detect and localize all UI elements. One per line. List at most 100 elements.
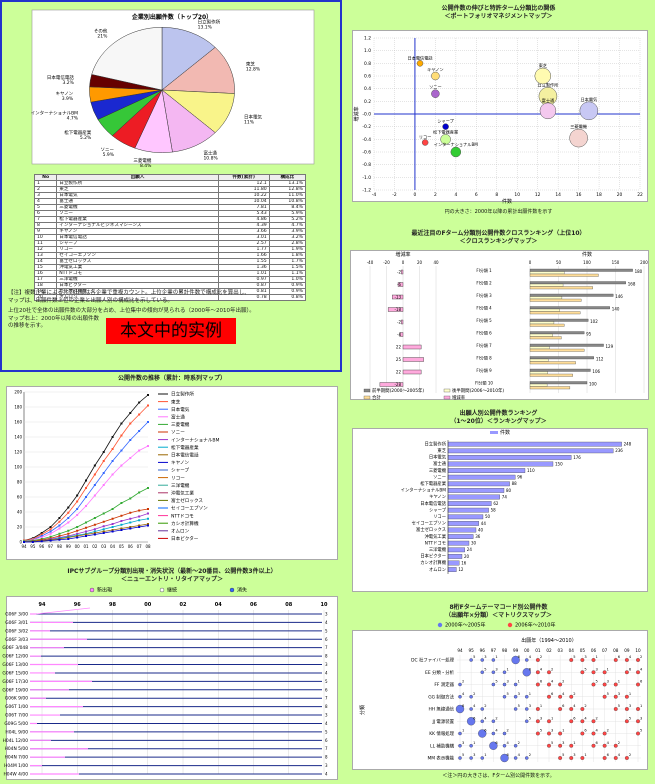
legend-marker [90,588,94,592]
matrix-value: 5 [473,655,475,659]
first-half-bar [530,284,563,287]
increase-value: -13 [394,295,401,300]
series-point [85,522,87,524]
increase-bar [403,345,421,349]
legend-label: 件数 [500,429,510,436]
row-count: 7 [325,746,328,751]
x-tick-label: 08 [145,544,151,549]
legend-label: 継続 [167,587,177,594]
rank-value: 88 [512,481,518,486]
legend-label: 2000年〜2005年 [445,622,485,629]
rank-bar [448,482,510,486]
pie-value: 5.2% [80,135,92,141]
series-point [129,518,131,520]
series-point [147,421,149,423]
matrix-value: 3 [562,741,564,745]
matrix-value: 2 [495,716,497,720]
rank-value: 176 [573,455,581,460]
rank-label: NTTドコモ [425,540,446,546]
matrix-value: 1 [629,692,631,696]
total-value: 112 [596,357,604,362]
legend-marker [160,588,164,592]
matrix-value: 4 [596,729,599,733]
bubble-panel: 公開件数の伸びと特許ターム分類比の関係 ＜ポートフォリオマネジメントマップ＞ -… [344,2,653,224]
matrix-caption: ＜注＞円の大きさは、Fターム別公開件数を示す。 [344,772,653,779]
series-point [138,414,140,416]
matrix-value: 6 [618,655,621,659]
x-tick-label: 07 [602,648,608,653]
matrix-value: 3 [518,692,520,696]
legend-label: 新出現 [97,587,112,594]
total-bar [530,344,604,347]
rank-value: 16 [461,560,467,565]
rank-bar [448,501,491,505]
series-point [58,521,60,523]
series-point [129,498,131,500]
x-tick-label: 97 [491,648,497,653]
row-label: G06F 3/00 [5,612,28,618]
matrix-value: 2 [562,680,564,684]
matrix-value: 6 [562,704,565,708]
rank-value: 40 [478,527,484,532]
row-count: 3 [325,763,328,768]
series-point [138,402,140,404]
total-value: 180 [635,269,643,274]
pie-value: 10.8% [203,155,218,161]
bubble [422,140,428,146]
matrix-value: 2 [529,753,531,757]
matrix-value: 5 [584,667,586,671]
first-half-bar [530,372,548,375]
series-point [129,412,131,414]
line-chart: 0204060801001201401601802009495969798990… [2,374,342,564]
rank-value: 110 [527,468,535,473]
row-count: 5 [325,628,328,633]
matrix-value: 1 [462,729,464,733]
rank-value: 80 [506,488,512,493]
x-tick-label: 99 [66,544,72,549]
matrix-value: 3 [462,741,464,745]
legend-label: 前半期間(2000〜2005年) [372,387,424,394]
category-label: FI分類 8 [476,355,492,361]
matrix-value: 2 [573,692,575,696]
matrix-value: 5 [540,729,542,733]
row-label: JJ 電源装置 [431,718,454,725]
legend-label: リコー [171,475,185,481]
series-point [147,508,149,510]
pie-value: 4.7% [67,115,79,121]
total-bar [530,282,626,285]
row-count: 8 [325,755,328,760]
matrix-value: 2 [618,741,620,745]
bubble-chart: -4-20246810121416182022-1.2-1.0-0.8-0.6-… [344,2,653,224]
x-tick-label: 08 [285,602,292,608]
row-count: 3 [325,713,328,718]
y-tick-label: 1.2 [364,36,371,42]
matrix-value: 1 [484,753,486,757]
y-tick-label: 0.2 [364,99,371,105]
x-tick-label: 12 [535,192,541,198]
second-half-bar [530,299,581,302]
entry-chart: 新出現継続消失949698000204060810G06F 3/003G06F … [2,566,342,782]
row-label: EE 分類・分析 [425,669,455,676]
y-tick-label: 0.6 [364,74,371,80]
x-tick-label: 03 [101,544,107,549]
x-tick-label: 04 [569,648,575,653]
matrix-value: 4 [495,729,498,733]
series-point [58,517,60,519]
matrix-value: 1 [573,741,575,745]
bubble [540,103,556,119]
total-value: 140 [612,307,620,312]
row-label: H04W 4/00 [4,772,29,778]
series-point [129,528,131,530]
second-half-bar [530,287,593,290]
x-tick-label: 10 [514,192,520,198]
matrix-value: 1 [640,704,642,708]
matrix-value: 5 [495,680,497,684]
series-point [67,530,69,532]
row-count: 6 [325,637,328,642]
matrix-value: 6 [484,729,487,733]
series-point [138,430,140,432]
y-axis-label: 増減率 [353,106,360,121]
first-half-bar [530,272,564,275]
total-bar [530,294,613,297]
rank-label: 富士通 [433,460,447,467]
